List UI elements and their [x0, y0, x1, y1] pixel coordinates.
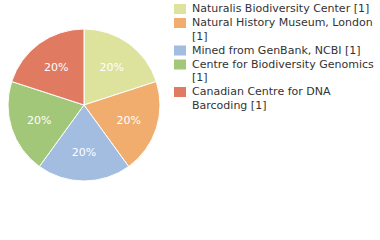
chart: 20% 20% 20% 20% 20% Naturalis Biodiversity Ce… — [0, 0, 380, 240]
legend-swatch — [174, 60, 186, 70]
legend-swatch — [174, 4, 186, 14]
legend-label: Mined from GenBank, NCBI [1] — [192, 44, 361, 57]
slice — [12, 29, 84, 105]
legend-label: Canadian Centre for DNABarcoding [1] — [192, 85, 331, 112]
data-label: 20% — [44, 61, 68, 74]
legend-swatch — [174, 18, 186, 28]
data-labels: 20% 20% 20% 20% 20% — [27, 61, 141, 159]
data-label: 20% — [27, 114, 51, 127]
legend-swatch — [174, 87, 186, 97]
legend-swatch — [174, 46, 186, 56]
data-label: 20% — [72, 146, 96, 159]
legend-label: Naturalis Biodiversity Center [1] — [192, 2, 369, 15]
data-label: 20% — [99, 61, 123, 74]
legend: Naturalis Biodiversity Center [1]Natural… — [174, 2, 374, 112]
legend-label: Natural History Museum, London[1] — [192, 16, 373, 43]
data-label: 20% — [117, 114, 141, 127]
legend-label: Centre for Biodiversity Genomics[1] — [192, 58, 374, 85]
slices — [8, 29, 160, 181]
